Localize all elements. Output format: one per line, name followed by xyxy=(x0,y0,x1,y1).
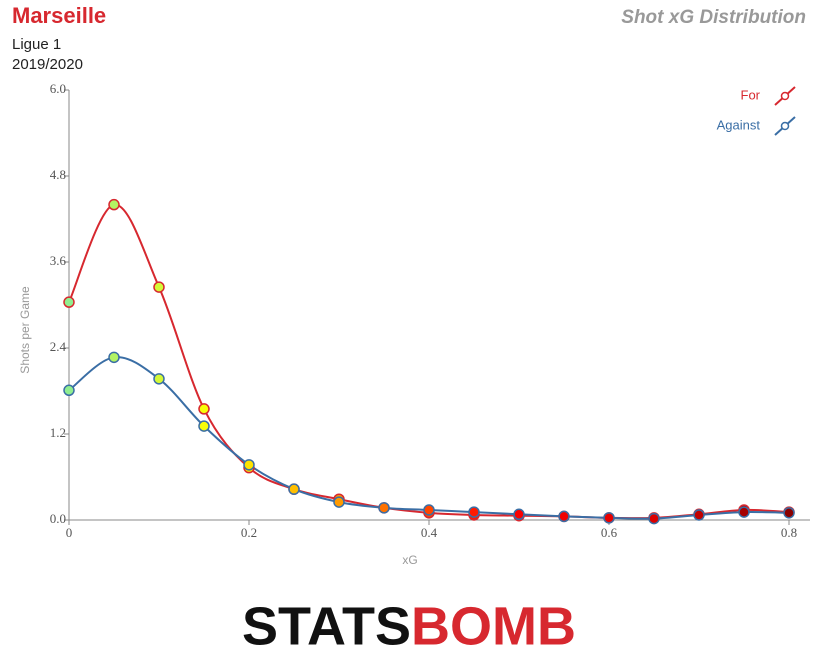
data-point xyxy=(468,506,480,518)
data-point xyxy=(63,296,75,308)
legend-label: For xyxy=(741,87,761,102)
data-point xyxy=(648,512,660,525)
legend-label: Against xyxy=(717,117,761,132)
data-point xyxy=(693,509,705,521)
y-tick-label: 4.8 xyxy=(50,167,66,182)
data-point xyxy=(108,351,120,364)
data-point xyxy=(153,373,165,385)
y-tick-label: 0.0 xyxy=(50,511,66,526)
x-tick-label: 0 xyxy=(66,525,73,540)
x-tick-label: 0.4 xyxy=(421,525,438,540)
x-axis-title: xG xyxy=(402,553,417,567)
series-line xyxy=(68,203,790,520)
y-tick-label: 1.2 xyxy=(50,425,66,440)
team-name: Marseille xyxy=(12,3,106,28)
data-point xyxy=(198,403,210,415)
data-point xyxy=(333,496,345,508)
data-point xyxy=(108,198,120,211)
competition: Ligue 1 xyxy=(12,36,61,53)
data-point xyxy=(288,483,300,495)
logo-left: STATS xyxy=(242,596,411,656)
legend-icon-marker xyxy=(780,121,790,131)
data-point xyxy=(738,506,750,518)
logo-right: BOMB xyxy=(411,596,576,656)
legend-icon-marker xyxy=(780,91,790,101)
y-axis-title: Shots per Game xyxy=(18,286,32,374)
chart-title: Shot xG Distribution xyxy=(621,7,806,28)
data-point xyxy=(558,510,570,523)
y-tick-label: 3.6 xyxy=(50,253,67,268)
data-point xyxy=(198,420,210,432)
data-point xyxy=(603,512,615,524)
data-point xyxy=(63,384,75,397)
data-point xyxy=(378,502,390,514)
season: 2019/2020 xyxy=(12,56,83,73)
x-tick-label: 0.6 xyxy=(601,525,618,540)
x-tick-label: 0.8 xyxy=(781,525,797,540)
y-tick-label: 2.4 xyxy=(50,339,67,354)
data-point xyxy=(423,504,435,516)
series-line xyxy=(68,356,790,520)
x-tick-label: 0.2 xyxy=(241,525,257,540)
data-point xyxy=(783,507,795,519)
data-point xyxy=(513,508,525,521)
data-point xyxy=(243,459,255,471)
data-point xyxy=(153,281,165,293)
y-tick-label: 6.0 xyxy=(50,81,66,96)
